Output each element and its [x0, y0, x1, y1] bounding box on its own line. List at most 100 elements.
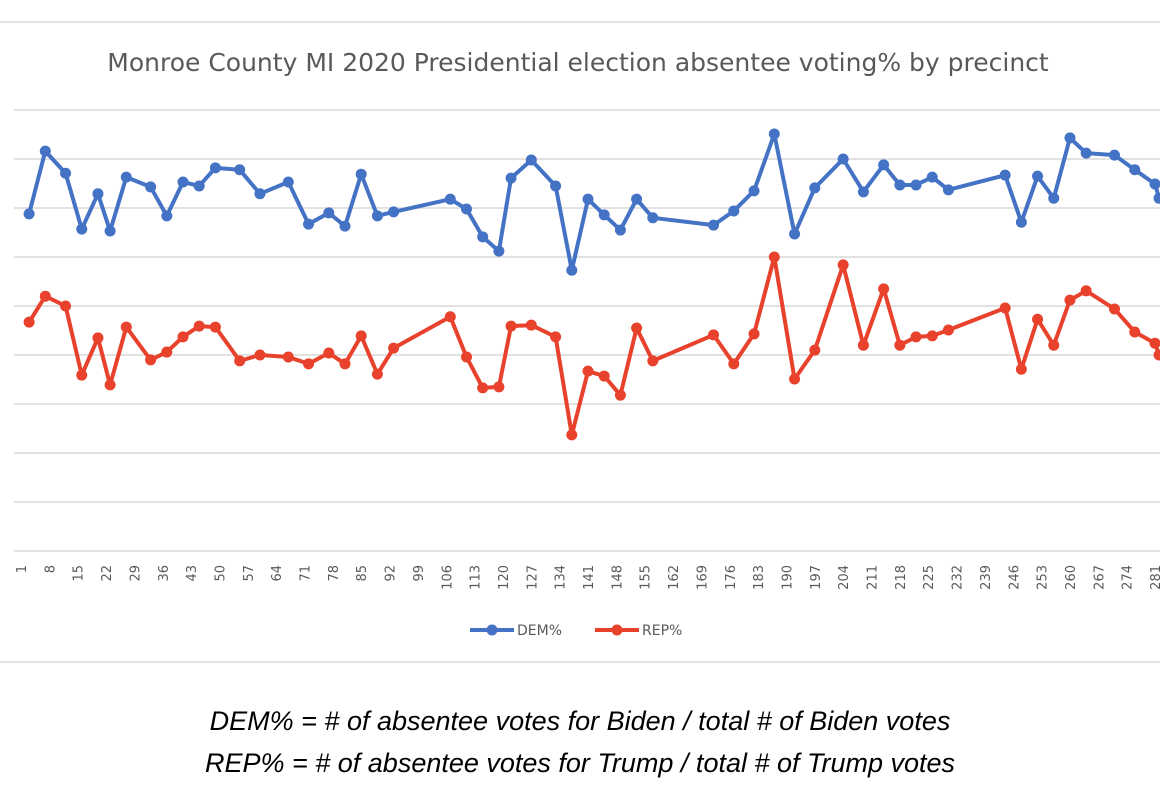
data-point — [631, 322, 643, 334]
series-line — [27, 255, 1160, 437]
legend-swatch-marker — [611, 624, 623, 636]
data-point — [461, 351, 472, 363]
data-point — [1129, 326, 1141, 338]
data-point — [60, 167, 72, 179]
x-tick-label: 204 — [837, 565, 852, 590]
data-point — [1032, 170, 1044, 182]
data-point — [926, 171, 938, 183]
data-point — [878, 283, 890, 295]
data-point — [388, 342, 400, 354]
x-tick-label: 64 — [270, 565, 285, 582]
data-point — [209, 321, 221, 333]
legend-label: DEM% — [517, 623, 562, 639]
data-point — [566, 264, 578, 276]
data-point — [809, 182, 821, 194]
x-tick-label: 239 — [979, 565, 994, 590]
data-point — [23, 316, 35, 328]
data-point — [598, 209, 610, 221]
chart-title: Monroe County MI 2020 Presidential elect… — [107, 48, 1049, 77]
data-point — [1109, 149, 1120, 161]
data-point — [92, 332, 104, 344]
x-tick-label: 22 — [100, 565, 115, 582]
data-point — [1153, 349, 1160, 361]
series-line — [27, 132, 1160, 273]
data-point — [582, 193, 594, 205]
data-point — [1064, 132, 1076, 144]
data-point — [177, 176, 189, 188]
data-point — [92, 188, 104, 200]
line-chart: Monroe County MI 2020 Presidential elect… — [0, 21, 1160, 663]
data-point — [254, 349, 266, 361]
data-point — [910, 331, 922, 343]
data-point — [999, 169, 1011, 181]
caption-dem: DEM% = # of absentee votes for Biden / t… — [209, 706, 951, 736]
data-point — [789, 373, 801, 385]
x-tick-label: 92 — [384, 565, 399, 582]
x-tick-label: 71 — [299, 565, 314, 582]
data-point — [104, 379, 116, 391]
data-point — [76, 223, 88, 235]
data-point — [145, 354, 157, 366]
data-point — [748, 328, 760, 340]
x-tick-label: 127 — [525, 565, 540, 590]
data-point — [1048, 339, 1060, 351]
x-tick-label: 197 — [809, 565, 824, 590]
data-point — [493, 245, 505, 257]
data-point — [444, 311, 456, 323]
data-point — [789, 228, 801, 240]
data-point — [234, 164, 246, 176]
data-point — [193, 320, 205, 332]
x-tick-label: 8 — [43, 565, 58, 573]
data-point — [193, 180, 205, 192]
legend-item-rep: REP% — [595, 623, 682, 639]
data-point — [355, 168, 367, 180]
data-point — [525, 154, 537, 166]
legend-label: REP% — [642, 623, 682, 639]
data-point — [120, 321, 132, 333]
x-tick-label: 141 — [582, 565, 597, 590]
data-point — [303, 218, 315, 230]
data-point — [837, 153, 849, 165]
data-point — [60, 300, 72, 312]
data-point — [647, 355, 659, 367]
data-point — [926, 330, 938, 342]
data-point — [837, 259, 849, 271]
data-point — [1080, 147, 1092, 159]
data-point — [23, 208, 35, 220]
data-point — [323, 207, 335, 219]
data-point — [477, 231, 489, 243]
data-point — [234, 355, 246, 367]
x-tick-label: 155 — [639, 565, 654, 590]
data-point — [525, 319, 537, 331]
data-point — [177, 331, 189, 343]
data-point — [1080, 285, 1092, 297]
x-tick-label: 78 — [327, 565, 342, 582]
data-point — [598, 370, 610, 382]
data-point — [120, 171, 132, 183]
data-point — [1129, 164, 1141, 176]
data-point — [809, 344, 821, 356]
data-point — [878, 159, 890, 171]
series-dem — [23, 128, 1160, 276]
x-tick-label: 183 — [752, 565, 767, 590]
x-tick-label: 246 — [1007, 565, 1022, 590]
data-point — [1048, 192, 1060, 204]
data-point — [282, 351, 294, 363]
data-point — [550, 180, 562, 192]
x-tick-label: 218 — [894, 565, 909, 590]
data-point — [614, 224, 626, 236]
x-tick-label: 106 — [440, 565, 455, 590]
data-point — [550, 331, 562, 343]
data-point — [894, 339, 906, 351]
data-point — [371, 368, 383, 380]
data-point — [39, 145, 51, 157]
data-point — [371, 210, 383, 222]
data-point — [323, 347, 335, 359]
data-point — [728, 205, 740, 217]
data-point — [942, 324, 954, 336]
data-point — [1015, 216, 1027, 228]
x-tick-label: 43 — [185, 565, 200, 582]
data-point — [708, 329, 720, 341]
data-point — [493, 381, 505, 393]
x-tick-label: 36 — [157, 565, 172, 582]
